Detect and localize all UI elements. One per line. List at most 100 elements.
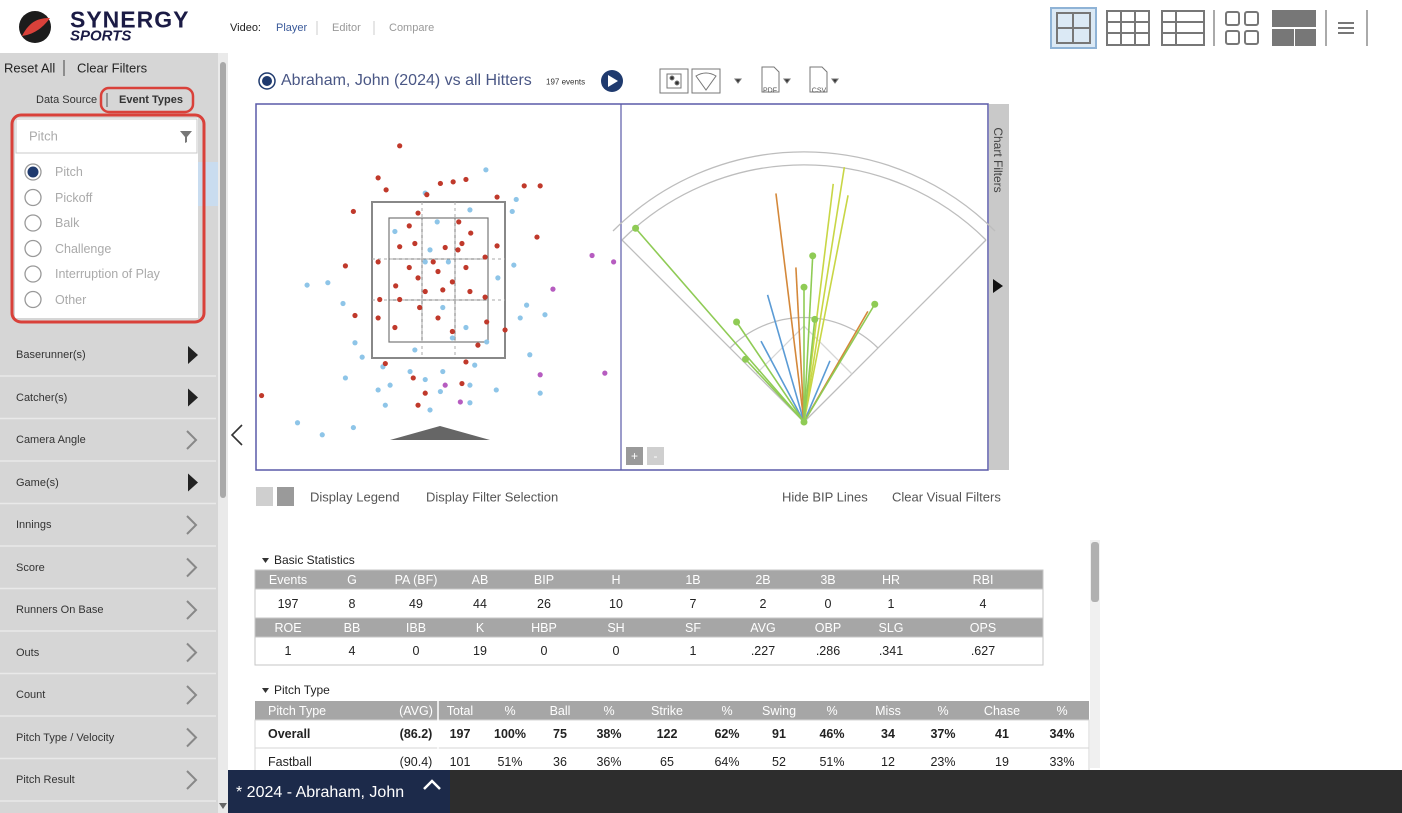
radio[interactable] <box>24 265 42 283</box>
pitch-point[interactable] <box>467 288 473 295</box>
event-option[interactable]: Pickoff <box>55 190 93 205</box>
sidebar-tab[interactable]: Event Types <box>119 94 183 106</box>
section-title[interactable]: Pitch Type <box>274 683 330 697</box>
pitch-point[interactable] <box>437 388 443 395</box>
pitch-point[interactable] <box>550 286 556 292</box>
filter-label[interactable]: Catcher(s) <box>16 391 68 404</box>
pitch-point[interactable] <box>422 259 428 265</box>
hit-line[interactable] <box>803 319 816 423</box>
sidebar-tab[interactable]: Data Source <box>36 94 98 106</box>
pitch-point[interactable] <box>442 244 448 251</box>
pitch-point[interactable] <box>412 347 418 353</box>
scroll-down[interactable] <box>219 803 227 809</box>
event-option[interactable]: Balk <box>55 216 80 230</box>
prev-arrow[interactable] <box>230 424 243 446</box>
side-tab-label[interactable]: Chart Filters <box>991 127 1005 193</box>
hit-line[interactable] <box>634 227 805 423</box>
collapse-icon[interactable] <box>262 688 269 693</box>
pitch-point[interactable] <box>472 362 478 368</box>
pitch-point[interactable] <box>459 380 465 387</box>
pitch-point[interactable] <box>463 359 469 365</box>
scroll-thumb[interactable] <box>220 62 226 498</box>
pitch-point[interactable] <box>392 324 398 331</box>
pitch-point[interactable] <box>442 382 448 388</box>
pitch-point[interactable] <box>406 223 412 229</box>
pitch-point[interactable] <box>375 315 381 321</box>
pitch-point[interactable] <box>511 262 517 268</box>
layout-icons[interactable] <box>1050 7 1368 49</box>
pitch-point[interactable] <box>352 312 358 319</box>
hit-line[interactable] <box>803 255 814 423</box>
pitch-point[interactable] <box>463 264 469 271</box>
hit-point[interactable] <box>871 300 879 308</box>
pitch-point[interactable] <box>397 143 403 149</box>
pitch-point[interactable] <box>467 207 473 213</box>
pitch-point[interactable] <box>422 376 428 383</box>
zoom-out[interactable] <box>647 447 664 465</box>
pitch-point[interactable] <box>542 312 548 318</box>
pitch-point[interactable] <box>502 327 508 333</box>
pitch-point[interactable] <box>513 196 519 203</box>
hit-line[interactable] <box>803 167 846 423</box>
clear-filters[interactable]: Clear Filters <box>77 60 148 76</box>
video-tab[interactable]: Editor <box>332 22 361 34</box>
filter-arrow[interactable] <box>186 515 198 535</box>
pitch-point[interactable] <box>463 176 469 183</box>
dropdown-input[interactable] <box>15 118 198 154</box>
footer-tab-label[interactable]: * 2024 - Abraham, John <box>236 784 405 801</box>
pitch-point[interactable] <box>352 340 358 346</box>
pitch-point[interactable] <box>319 432 325 438</box>
pitch-point[interactable] <box>494 194 500 200</box>
side-arrow[interactable] <box>993 279 1003 293</box>
pitch-point[interactable] <box>392 228 398 235</box>
pitch-point[interactable] <box>450 179 456 185</box>
pitch-point[interactable] <box>304 282 310 288</box>
filter-label[interactable]: Game(s) <box>16 476 59 489</box>
pitch-point[interactable] <box>258 392 265 399</box>
pitch-point[interactable] <box>459 240 465 247</box>
event-option[interactable]: Challenge <box>55 241 112 256</box>
pitch-point[interactable] <box>415 402 421 408</box>
pitch-point[interactable] <box>521 183 527 189</box>
pitch-point[interactable] <box>397 244 403 250</box>
hit-line[interactable] <box>744 358 805 423</box>
hit-line[interactable] <box>803 303 876 423</box>
pitch-point[interactable] <box>417 304 423 311</box>
pitch-point[interactable] <box>524 302 530 308</box>
filter-arrow[interactable] <box>186 600 198 620</box>
pitch-point[interactable] <box>440 368 446 375</box>
zoom-label[interactable]: - <box>653 449 658 463</box>
pitch-point[interactable] <box>537 390 543 396</box>
pitch-point[interactable] <box>482 294 488 300</box>
filter-arrow[interactable] <box>186 642 198 663</box>
zoom-label[interactable]: + <box>630 449 639 463</box>
pitch-point[interactable] <box>484 319 490 325</box>
reset-all[interactable]: Reset All <box>4 60 56 76</box>
hit-point[interactable] <box>733 318 741 326</box>
pitch-point[interactable] <box>527 352 533 358</box>
filter-arrow[interactable] <box>186 430 198 450</box>
pitch-point[interactable] <box>509 208 515 215</box>
table-scroll-thumb[interactable] <box>1091 542 1099 602</box>
filter-arrow[interactable] <box>188 388 198 407</box>
pitch-point[interactable] <box>406 264 412 271</box>
legend-toggle[interactable] <box>277 487 294 506</box>
filter-arrow[interactable] <box>186 727 198 748</box>
pitch-point[interactable] <box>482 254 488 260</box>
pitch-point[interactable] <box>611 259 617 265</box>
pitch-point[interactable] <box>440 287 446 293</box>
event-option[interactable]: Interruption of Play <box>55 267 160 281</box>
pitch-point[interactable] <box>410 375 416 381</box>
zoom-in[interactable] <box>626 447 643 465</box>
hit-line[interactable] <box>775 193 805 423</box>
pitch-point[interactable] <box>457 399 463 405</box>
pitch-point[interactable] <box>415 275 421 281</box>
filter-arrow[interactable] <box>186 770 198 790</box>
radio[interactable] <box>24 188 42 207</box>
event-option[interactable]: Pitch <box>55 165 83 179</box>
pitch-point[interactable] <box>537 183 543 189</box>
pitch-point[interactable] <box>483 167 489 173</box>
radio[interactable] <box>24 239 42 258</box>
hit-line[interactable] <box>735 321 805 423</box>
pitch-point[interactable] <box>415 210 421 216</box>
